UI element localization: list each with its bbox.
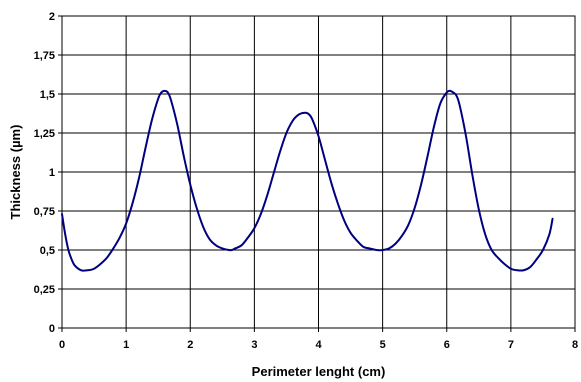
x-tick-label: 0 (59, 339, 65, 351)
grid (58, 15, 576, 332)
x-tick-label: 8 (572, 339, 578, 351)
x-tick-label: 4 (315, 339, 322, 351)
x-tick-label: 6 (444, 339, 450, 351)
y-tick-label: 0,75 (34, 206, 55, 218)
y-tick-label: 1,5 (40, 89, 55, 101)
y-axis-label: Thickness (µm) (8, 125, 23, 220)
y-tick-label: 1 (49, 167, 55, 179)
y-tick-label: 2 (49, 11, 55, 23)
y-tick-label: 1,75 (34, 50, 55, 62)
x-tick-labels: 0 1 2 3 4 5 6 7 8 (59, 339, 578, 351)
y-tick-label: 1,25 (34, 128, 55, 140)
y-tick-label: 0 (49, 323, 55, 335)
plot-area-frame (61, 15, 576, 329)
y-tick-label: 0,25 (34, 284, 55, 296)
x-tick-label: 5 (380, 339, 386, 351)
series-line (61, 89, 554, 272)
x-tick-label: 1 (123, 339, 129, 351)
x-tick-label: 7 (508, 339, 514, 351)
x-tick-label: 2 (187, 339, 193, 351)
x-tick-label: 3 (251, 339, 257, 351)
y-tick-labels: 0 0,25 0,5 0,75 1 1,25 1,5 1,75 2 (34, 11, 55, 335)
x-axis-label: Perimeter lenght (cm) (252, 364, 386, 379)
y-tick-label: 0,5 (40, 245, 55, 257)
